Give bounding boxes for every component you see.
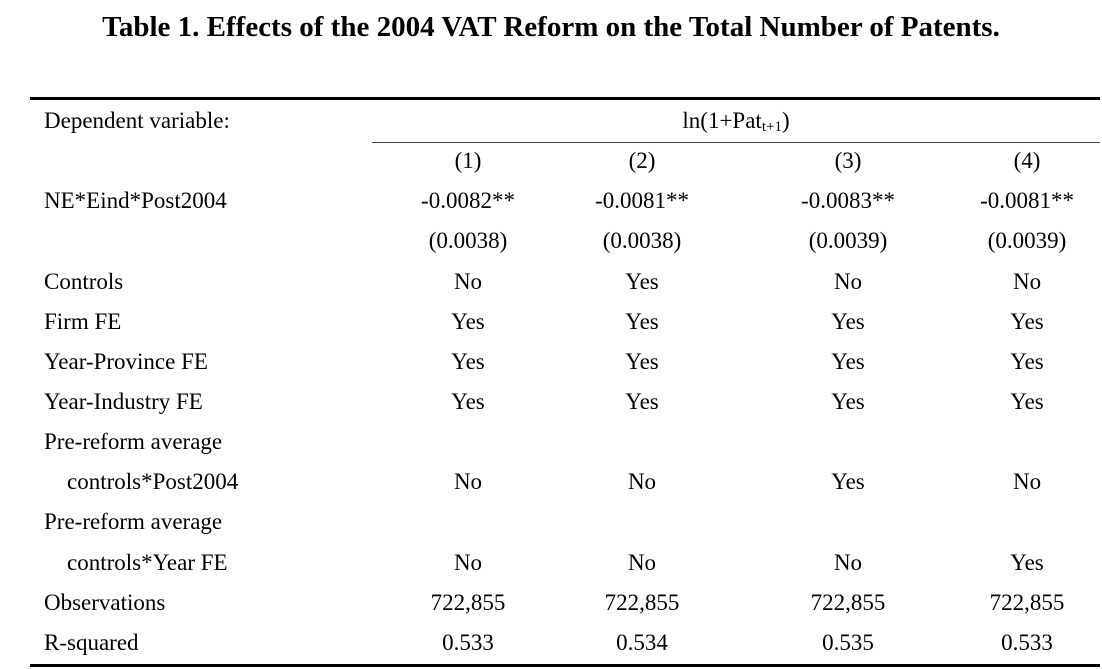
- cell-col-2: [542, 502, 742, 542]
- cell-col-1: (0.0038): [428, 228, 508, 254]
- cell-col-1: No: [453, 268, 483, 294]
- cell-col-2: (0.0038): [602, 228, 682, 254]
- cell-col-4: 0.533: [1001, 629, 1053, 655]
- table-row: Controls No Yes No No: [30, 262, 1100, 302]
- cell-col-1: -0.0082**: [421, 188, 515, 214]
- cell-col-4: (0.0039): [987, 228, 1067, 254]
- bottom-rule: [30, 664, 1100, 667]
- cell-col-2: No: [627, 549, 657, 575]
- column-header-2: (2): [628, 148, 656, 174]
- cell-col-1: No: [453, 549, 483, 575]
- row-label: R-squared: [44, 629, 139, 655]
- cell-col-1: No: [453, 469, 483, 495]
- cell-col-2: No: [627, 469, 657, 495]
- cell-col-4: -0.0081**: [980, 188, 1074, 214]
- cell-col-2: Yes: [625, 389, 659, 415]
- table-row: (0.0038) (0.0038) (0.0039) (0.0039): [30, 221, 1100, 261]
- cell-col-3: Yes: [831, 308, 865, 334]
- table-row: R-squared 0.533 0.534 0.535 0.533: [30, 623, 1100, 663]
- table-row: Pre-reform average: [30, 502, 1100, 542]
- dep-var-close: ): [781, 108, 790, 134]
- row-label: Year-Industry FE: [44, 389, 203, 415]
- cell-col-2: Yes: [625, 268, 659, 294]
- dep-var-main: ln(1+Pat: [682, 108, 762, 134]
- cell-col-2: 722,855: [604, 589, 680, 615]
- table-row: NE*Eind*Post2004 -0.0082** -0.0081** -0.008…: [30, 181, 1100, 221]
- cell-col-3: Yes: [831, 389, 865, 415]
- row-label: Year-Province FE: [44, 348, 208, 374]
- column-header-4: (4): [1013, 148, 1041, 174]
- cell-col-3: Yes: [831, 469, 865, 495]
- row-label: [30, 221, 372, 261]
- cell-col-4: Yes: [1010, 549, 1044, 575]
- cell-col-4: No: [1012, 469, 1042, 495]
- cell-col-3: 0.535: [822, 629, 874, 655]
- column-header-1: (1): [454, 148, 482, 174]
- row-label: controls*Post2004: [67, 469, 239, 495]
- cell-col-3: 722,855: [810, 589, 886, 615]
- cell-col-4: [932, 422, 1100, 462]
- cell-col-3: [742, 422, 932, 462]
- cell-col-3: (0.0039): [808, 228, 888, 254]
- cell-col-1: Yes: [451, 389, 485, 415]
- cell-col-1: [372, 422, 542, 462]
- row-label: Controls: [44, 268, 124, 294]
- cell-col-2: 0.534: [616, 629, 668, 655]
- cell-col-1: [372, 502, 542, 542]
- row-label: controls*Year FE: [67, 549, 228, 575]
- cell-col-2: [542, 422, 742, 462]
- table-row: Firm FE Yes Yes Yes Yes: [30, 302, 1100, 342]
- top-rule: [30, 97, 1100, 100]
- cell-col-4: Yes: [1010, 389, 1044, 415]
- cell-col-3: [742, 502, 932, 542]
- header-rule: [372, 142, 1100, 143]
- dep-var-subscript: t+1: [761, 119, 782, 136]
- table-row: controls*Post2004 No No Yes No: [30, 462, 1100, 502]
- cell-col-3: Yes: [831, 348, 865, 374]
- dependent-variable-name: ln(1+Patt+1): [372, 101, 1100, 141]
- table-body: NE*Eind*Post2004 -0.0082** -0.0081** -0.008…: [30, 181, 1100, 663]
- cell-col-3: No: [833, 268, 863, 294]
- cell-col-2: -0.0081**: [595, 188, 689, 214]
- cell-col-1: 0.533: [442, 629, 494, 655]
- row-label: Pre-reform average: [44, 509, 223, 535]
- row-label: [30, 141, 372, 181]
- cell-col-3: No: [833, 549, 863, 575]
- header-row-dependent: Dependent variable: ln(1+Patt+1): [30, 101, 1100, 141]
- cell-col-2: Yes: [625, 308, 659, 334]
- cell-col-3: -0.0083**: [801, 188, 895, 214]
- cell-col-4: 722,855: [989, 589, 1065, 615]
- column-header-3: (3): [834, 148, 862, 174]
- row-label: Pre-reform average: [44, 429, 223, 455]
- row-label: Observations: [44, 589, 166, 615]
- cell-col-4: Yes: [1010, 348, 1044, 374]
- results-table: Dependent variable: ln(1+Patt+1) (1) (2)…: [30, 101, 1100, 663]
- table-row: Year-Industry FE Yes Yes Yes Yes: [30, 382, 1100, 422]
- table-row: Observations 722,855 722,855 722,855 722,855: [30, 583, 1100, 623]
- header-row-columns: (1) (2) (3) (4): [30, 141, 1100, 181]
- cell-col-1: Yes: [451, 348, 485, 374]
- cell-col-4: Yes: [1010, 308, 1044, 334]
- cell-col-4: [932, 502, 1100, 542]
- table-row: controls*Year FE No No No Yes: [30, 543, 1100, 583]
- table-row: Pre-reform average: [30, 422, 1100, 462]
- cell-col-1: 722,855: [430, 589, 506, 615]
- cell-col-2: Yes: [625, 348, 659, 374]
- row-label: NE*Eind*Post2004: [44, 188, 227, 214]
- table-row: Year-Province FE Yes Yes Yes Yes: [30, 342, 1100, 382]
- cell-col-1: Yes: [451, 308, 485, 334]
- dependent-variable-label: Dependent variable:: [44, 108, 230, 134]
- table-title: Table 1. Effects of the 2004 VAT Reform …: [102, 11, 1000, 43]
- cell-col-4: No: [1012, 268, 1042, 294]
- row-label: Firm FE: [44, 308, 122, 334]
